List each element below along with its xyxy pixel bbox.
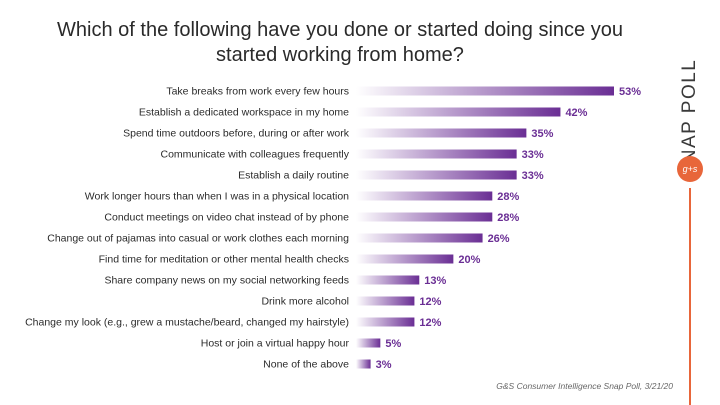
category-label: Host or join a virtual happy hour xyxy=(201,338,350,350)
bar xyxy=(356,212,493,222)
bar xyxy=(356,128,527,138)
category-label: Communicate with colleagues frequently xyxy=(160,149,349,161)
bar xyxy=(356,296,415,306)
bar xyxy=(356,107,561,117)
value-label: 20% xyxy=(458,254,480,266)
bar xyxy=(356,191,493,201)
bar xyxy=(356,170,517,180)
value-label: 12% xyxy=(419,296,441,308)
value-label: 28% xyxy=(497,212,519,224)
value-label: 12% xyxy=(419,317,441,329)
value-label: 3% xyxy=(376,359,392,371)
bar xyxy=(356,359,371,369)
value-label: 33% xyxy=(522,170,544,182)
value-label: 5% xyxy=(385,338,401,350)
value-label: 33% xyxy=(522,149,544,161)
category-label: Drink more alcohol xyxy=(261,296,349,308)
bar-chart: Take breaks from work every few hours 53%… xyxy=(25,86,641,372)
chart-title: Which of the following have you done or … xyxy=(57,19,623,66)
category-label: Take breaks from work every few hours xyxy=(166,86,349,98)
value-label: 28% xyxy=(497,191,519,203)
category-label: Spend time outdoors before, during or af… xyxy=(123,128,350,140)
category-label: Change out of pajamas into casual or wor… xyxy=(47,233,349,245)
value-label: 53% xyxy=(619,86,641,98)
value-label: 42% xyxy=(565,107,587,119)
bar xyxy=(356,275,420,285)
category-label: Find time for meditation or other mental… xyxy=(99,254,349,266)
category-label: Share company news on my social networki… xyxy=(104,275,349,287)
category-label: None of the above xyxy=(263,359,349,371)
brand-panel: SNAP POLL g+s xyxy=(660,0,720,405)
brand-accent-line xyxy=(689,188,691,405)
bar xyxy=(356,254,454,264)
value-label: 13% xyxy=(424,275,446,287)
bar xyxy=(356,233,483,243)
bar xyxy=(356,149,517,159)
category-label: Establish a daily routine xyxy=(238,170,349,182)
gs-logo-icon: g+s xyxy=(677,156,703,182)
value-label: 26% xyxy=(488,233,510,245)
category-label: Change my look (e.g., grew a mustache/be… xyxy=(25,317,349,329)
value-label: 35% xyxy=(531,128,553,140)
bar xyxy=(356,86,614,96)
source-note: G&S Consumer Intelligence Snap Poll, 3/2… xyxy=(496,381,673,391)
bar xyxy=(356,338,381,348)
category-label: Establish a dedicated workspace in my ho… xyxy=(139,107,349,119)
category-label: Work longer hours than when I was in a p… xyxy=(85,191,349,203)
bar xyxy=(356,317,415,327)
category-label: Conduct meetings on video chat instead o… xyxy=(104,212,349,224)
